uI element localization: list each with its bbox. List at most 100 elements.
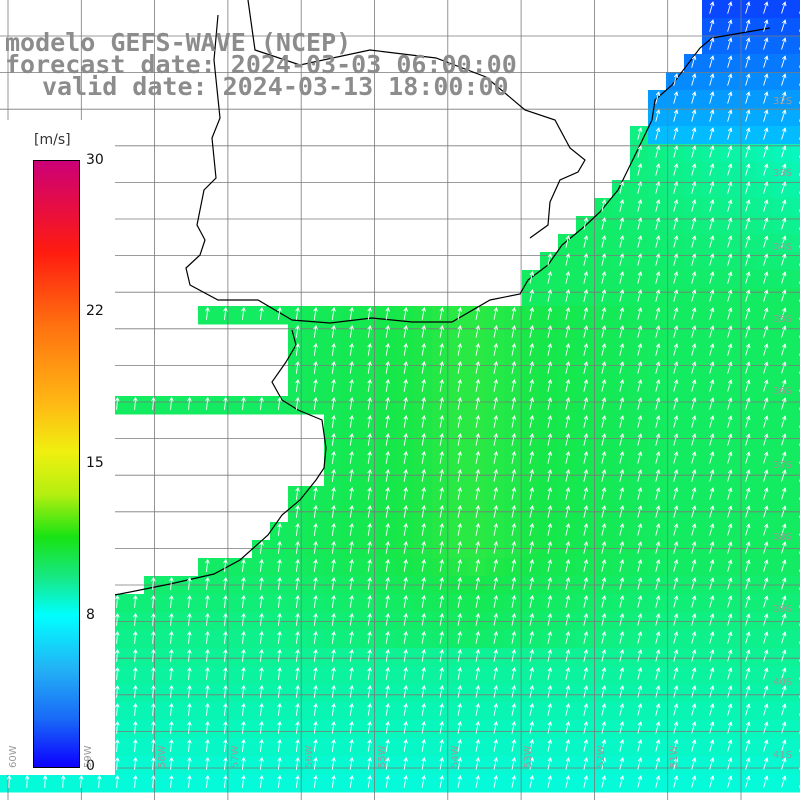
wind-vector-arrow [295,756,300,770]
wind-vector-arrow [763,703,769,716]
wind-speed-cell [792,90,800,109]
wind-vector-arrow [763,451,769,464]
wind-vector-arrow [745,37,751,50]
wind-vector-arrow [367,432,372,446]
wind-vector-arrow [457,667,463,680]
wind-vector-arrow [547,523,553,536]
wind-vector-arrow [601,217,607,230]
wind-vector-arrow [565,595,571,608]
wind-vector-arrow [439,631,445,644]
wind-vector-arrow [313,522,318,536]
wind-vector-arrow [114,666,120,680]
wind-vector-arrow [493,775,499,788]
wind-vector-arrow [511,379,517,392]
wind-vector-arrow [313,612,318,626]
wind-vector-arrow [277,558,282,572]
wind-vector-arrow [547,541,553,554]
wind-vector-arrow [673,685,679,698]
wind-vector-arrow [403,558,408,572]
wind-vector-arrow [114,612,120,626]
wind-vector-arrow [457,451,463,464]
wind-vector-arrow [745,199,751,212]
wind-vector-arrow [151,594,156,608]
wind-vector-arrow [655,667,661,680]
wind-vector-arrow [763,577,769,590]
wind-vector-arrow [601,451,607,464]
wind-vector-arrow [781,343,787,356]
wind-vector-arrow [601,649,607,662]
wind-vector-arrow [673,775,679,788]
wind-vector-arrow [619,397,625,410]
wind-vector-arrow [169,666,174,680]
wind-vector-arrow [691,757,697,770]
wind-vector-arrow [781,631,787,644]
wind-vector-arrow [331,540,336,554]
wind-vector-arrow [709,19,715,32]
wind-vector-arrow [349,450,354,464]
wind-vector-arrow [619,181,625,194]
wind-vector-arrow [673,343,679,356]
wind-vector-arrow [709,703,715,716]
wind-vector-arrow [691,145,697,158]
coastline-path [185,14,771,324]
wind-vector-arrow [673,109,679,122]
wind-vector-arrow [403,774,408,788]
wind-vector-arrow [187,666,192,680]
wind-vector-arrow [403,738,408,752]
wind-vector-arrow [637,739,643,752]
wind-vector-arrow [673,505,679,518]
wind-vector-arrow [493,649,499,662]
wind-vector-arrow [511,505,517,518]
wind-vector-arrow [565,253,571,266]
wind-vector-arrow [709,397,715,410]
wind-vector-arrow [673,271,679,284]
wind-vector-arrow [295,774,300,788]
wind-vector-arrow [259,684,264,698]
wind-vector-arrow [205,612,210,626]
wind-vector-arrow [403,594,408,608]
wind-vector-arrow [601,361,607,374]
wind-vector-arrow [565,541,571,554]
wind-vector-arrow [691,631,697,644]
wind-vector-arrow [169,630,174,644]
wind-vector-arrow [313,630,318,644]
wind-speed-cell [792,450,800,469]
wind-vector-arrow [241,720,246,734]
wind-vector-arrow [547,415,553,428]
wind-vector-arrow [745,145,751,158]
wind-vector-arrow [223,720,228,734]
wind-vector-arrow [781,415,787,428]
wind-speed-cell [792,666,800,685]
wind-vector-arrow [763,397,769,410]
wind-vector-arrow [331,702,336,716]
wind-vector-arrow [565,757,571,770]
wind-vector-arrow [439,595,445,608]
wind-vector-arrow [727,145,733,158]
wind-vector-arrow [259,396,264,410]
wind-vector-arrow [691,721,697,734]
wind-vector-arrow [745,217,751,230]
wind-vector-arrow [691,271,697,284]
wind-vector-arrow [745,433,751,446]
wind-vector-arrow [781,541,787,554]
wind-vector-arrow [691,379,697,392]
wind-vector-arrow [493,343,499,356]
wind-speed-cell [792,378,800,397]
wind-vector-arrow [151,666,156,680]
wind-vector-arrow [313,702,318,716]
wind-vector-arrow [691,523,697,536]
wind-vector-arrow [673,541,679,554]
wind-vector-arrow [421,774,426,788]
wind-vector-arrow [583,343,589,356]
wind-vector-arrow [493,469,499,482]
wind-vector-arrow [114,630,120,644]
wind-vector-arrow [439,325,445,338]
wind-vector-arrow [511,559,517,572]
wind-vector-arrow [727,541,733,554]
wind-vector-arrow [403,432,408,446]
wind-vector-arrow [295,378,300,392]
wind-vector-arrow [403,702,408,716]
wind-vector-arrow [313,576,318,590]
wind-vector-arrow [637,253,643,266]
